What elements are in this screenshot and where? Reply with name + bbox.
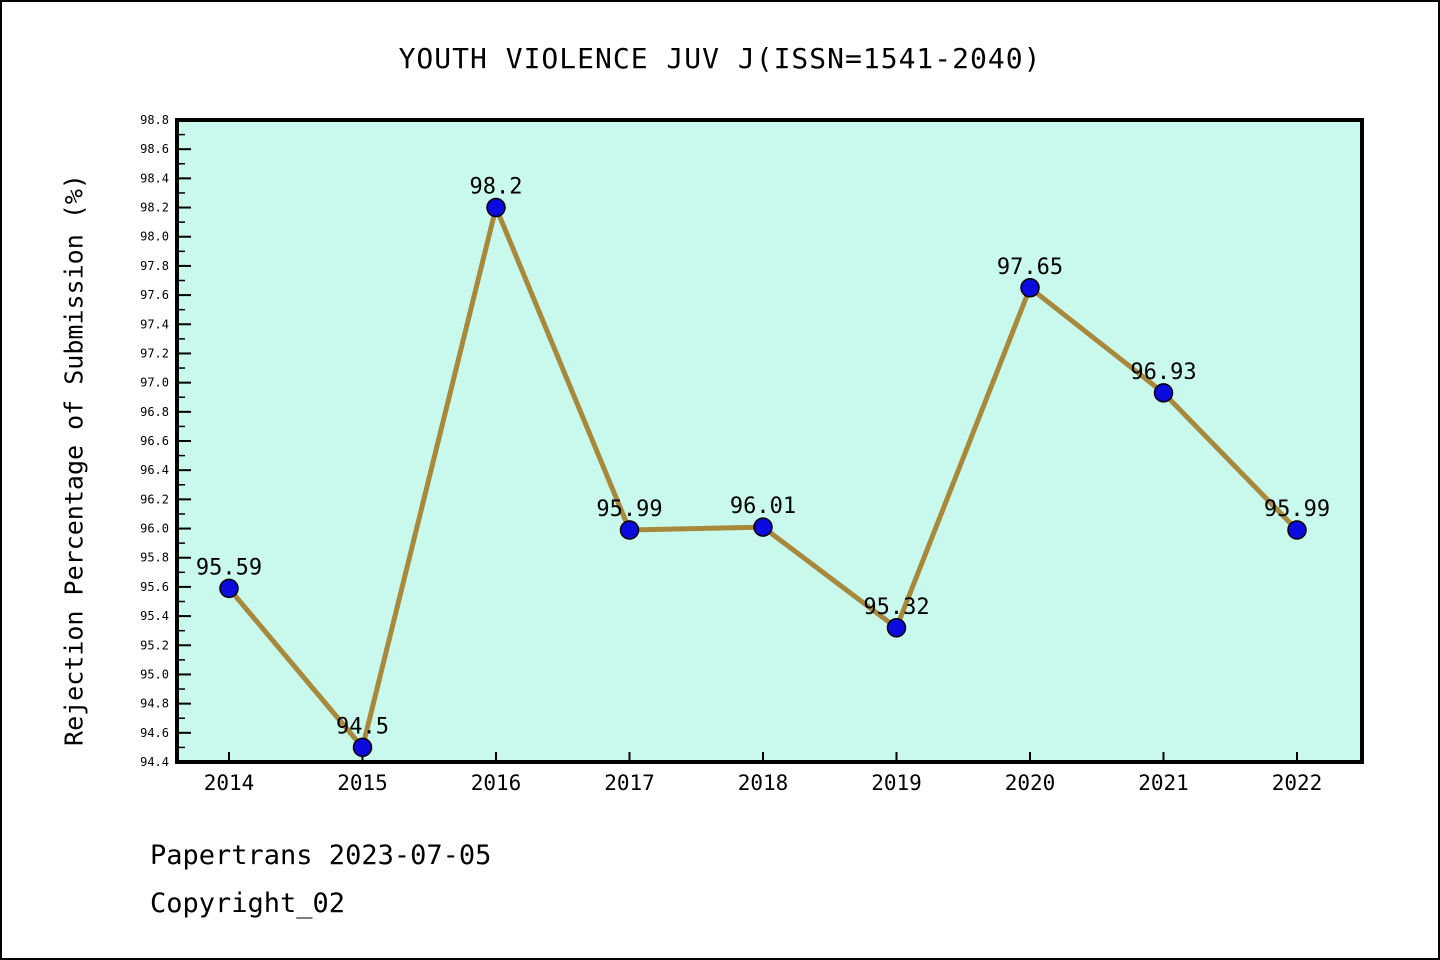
data-point bbox=[619, 520, 640, 540]
data-point bbox=[1153, 383, 1174, 403]
x-tick-label: 2018 bbox=[738, 771, 789, 795]
y-tick-label: 97.2 bbox=[140, 346, 169, 360]
y-tick-label: 98.6 bbox=[140, 142, 169, 156]
x-tick-label: 2022 bbox=[1272, 771, 1323, 795]
plot-area bbox=[175, 118, 1364, 764]
y-tick-label: 97.6 bbox=[140, 288, 169, 302]
x-tick-label: 2021 bbox=[1138, 771, 1189, 795]
data-point-label: 96.93 bbox=[1130, 360, 1196, 385]
watermark-copyright: Copyright_02 bbox=[150, 888, 346, 919]
y-tick-label: 98.0 bbox=[140, 230, 169, 244]
data-point-label: 95.59 bbox=[196, 555, 262, 580]
y-tick-label: 96.4 bbox=[140, 463, 169, 477]
data-point bbox=[219, 578, 239, 599]
data-point bbox=[1020, 278, 1040, 298]
y-tick-label: 96.0 bbox=[140, 522, 169, 536]
y-tick-label: 98.8 bbox=[140, 113, 169, 127]
x-tick-label: 2016 bbox=[471, 771, 522, 795]
data-point bbox=[1287, 520, 1307, 540]
x-tick-label: 2019 bbox=[871, 771, 922, 795]
data-point bbox=[753, 517, 773, 537]
data-point-label: 97.65 bbox=[997, 255, 1063, 280]
y-tick-label: 95.8 bbox=[140, 551, 169, 565]
data-point bbox=[486, 197, 506, 218]
data-point-label: 95.32 bbox=[863, 595, 929, 620]
x-tick-label: 2020 bbox=[1005, 771, 1056, 795]
y-tick-label: 95.2 bbox=[140, 638, 169, 652]
y-tick-label: 95.0 bbox=[140, 667, 169, 681]
data-point bbox=[352, 737, 373, 758]
y-tick-label: 96.2 bbox=[140, 492, 169, 506]
x-tick-label: 2017 bbox=[604, 771, 655, 795]
chart-title: YOUTH VIOLENCE JUV J(ISSN=1541-2040) bbox=[398, 42, 1042, 75]
watermark-papertrans: Papertrans 2023-07-05 bbox=[150, 840, 492, 871]
y-tick-label: 96.8 bbox=[140, 405, 169, 419]
data-point-label: 95.99 bbox=[1264, 497, 1330, 522]
y-tick-label: 97.8 bbox=[140, 259, 169, 273]
y-tick-label: 94.6 bbox=[140, 726, 169, 740]
x-tick-label: 2014 bbox=[204, 771, 255, 795]
y-tick-label: 94.8 bbox=[140, 697, 169, 711]
y-tick-label: 96.6 bbox=[140, 434, 169, 448]
x-tick-label: 2015 bbox=[337, 771, 388, 795]
y-tick-label: 97.0 bbox=[140, 376, 169, 390]
y-tick-label: 95.6 bbox=[140, 580, 169, 594]
data-point-label: 96.01 bbox=[730, 494, 796, 519]
data-point bbox=[886, 618, 907, 638]
y-tick-label: 98.4 bbox=[140, 171, 169, 185]
data-point-label: 94.5 bbox=[336, 714, 389, 739]
y-tick-label: 98.2 bbox=[140, 201, 169, 215]
y-tick-label: 94.4 bbox=[140, 755, 169, 769]
y-tick-label: 95.4 bbox=[140, 609, 169, 623]
data-point-label: 95.99 bbox=[596, 497, 662, 522]
y-tick-label: 97.4 bbox=[140, 317, 169, 331]
data-point-label: 98.2 bbox=[470, 175, 523, 200]
